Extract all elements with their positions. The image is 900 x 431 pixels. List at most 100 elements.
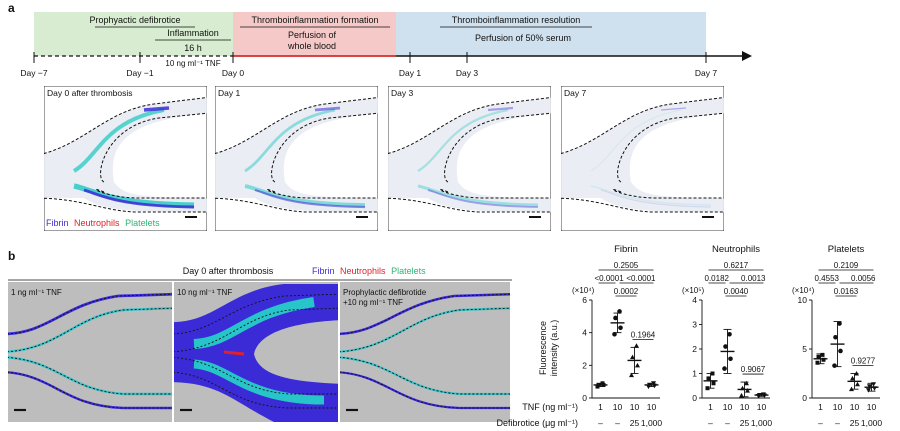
data-point-2-3-1 — [872, 386, 877, 391]
data-point-2-1-1 — [838, 348, 843, 354]
day-label-2: Day 0 — [222, 68, 244, 78]
panel-a-label: a — [8, 1, 15, 15]
vessel-b-wall-2-0 — [340, 293, 510, 335]
pvalue-text-0-0: 0.2505 — [614, 261, 639, 270]
data-point-1-2-1 — [745, 388, 750, 393]
vessel-wall-0-2 — [95, 189, 207, 199]
fibrin-streak-2 — [427, 189, 539, 208]
fibrin-upper-1 — [314, 106, 341, 112]
vessel-wall-3-1 — [617, 112, 724, 183]
vessel-wall-1-3 — [215, 197, 378, 213]
defib-value-2-3: 1,000 — [861, 418, 883, 428]
vessel-b-wall-0-2 — [8, 357, 172, 395]
image-title-0: Day 0 after thrombosis — [47, 88, 133, 98]
chart-scale-0: (×10⁴) — [572, 286, 595, 295]
chart-1: Neutrophils (×10⁵) 0 1 2 3 4 0.6217 0.0182 0.0013… — [682, 244, 772, 428]
platelet-mass-lower — [193, 359, 325, 405]
data-point-0-1-2 — [613, 315, 618, 321]
y-axis-label: Fluorescence — [538, 321, 548, 375]
vessel-wall-0-0 — [44, 96, 207, 155]
platelet-upper-2 — [417, 108, 509, 172]
chart-2: Platelets (×10⁴) 0 5 10 0.2109 0.4553 0.0056 0.0… — [792, 244, 882, 428]
pvalue-text-2-0: 0.2109 — [834, 261, 859, 270]
vessel-lumen-1 — [215, 97, 378, 212]
vessel-lumen-0 — [44, 97, 207, 212]
image-b-bg-2 — [340, 282, 510, 422]
data-point-0-2-2 — [630, 354, 635, 360]
day-label-3: Day 1 — [399, 68, 421, 78]
pvalue-text-2-1: 0.4553 — [815, 274, 840, 283]
legend-neutrophils: Neutrophils — [74, 218, 120, 228]
defib-value-1-1: – — [725, 418, 730, 428]
image-title-1: Day 1 — [218, 88, 240, 98]
data-point-0-1-3 — [617, 309, 622, 314]
panel-b-label: b — [8, 249, 15, 263]
data-point-0-3-2 — [647, 382, 652, 388]
tnf-label: 10 ng ml⁻¹ TNF — [165, 59, 220, 68]
data-point-2-0-2 — [816, 354, 821, 359]
pvalue-text-0-3: 0.0002 — [614, 287, 639, 296]
pvalue-text-1-4: 0.9067 — [741, 365, 766, 374]
tnf-value-2-2: 10 — [850, 402, 860, 412]
formation-phase-box — [233, 12, 396, 56]
defib-value-0-3: 1,000 — [641, 418, 663, 428]
pvalue-text-1-0: 0.6217 — [724, 261, 749, 270]
vessel-b-wall-2-2 — [340, 357, 510, 395]
tnf-value-2-0: 1 — [818, 402, 823, 412]
data-point-0-2-1 — [635, 362, 640, 368]
tnf-value-2-3: 10 — [867, 402, 877, 412]
platelet-streak-2 — [417, 184, 539, 207]
data-point-2-0-3 — [820, 352, 825, 357]
image-b-title-0: 1 ng ml⁻¹ TNF — [11, 288, 62, 297]
vessel-b-wall-0-0 — [8, 293, 172, 335]
pvalue-text-0-1: <0.0001 — [595, 274, 625, 283]
formation-label: Thromboinflammation formation — [251, 15, 378, 25]
y-tick-label-1-1: 1 — [692, 369, 697, 379]
panel-a-legend: Fibrin Neutrophils Platelets — [46, 218, 160, 228]
prophylactic-phase-box — [34, 12, 233, 56]
defib-row-label: Defibrotice (μg ml⁻¹) — [497, 418, 578, 428]
pvalue-text-0-2: <0.0001 — [626, 274, 656, 283]
data-point-0-1-1 — [618, 325, 623, 331]
data-point-2-1-3 — [837, 321, 842, 326]
fibrin-upper-2 — [487, 106, 514, 112]
data-point-1-1-2 — [723, 344, 728, 349]
legend-b-platelets: Platelets — [391, 266, 426, 276]
data-point-0-0-2 — [596, 382, 601, 387]
platelet-upper-3 — [590, 109, 682, 172]
data-point-1-1-3 — [727, 332, 732, 337]
fibrin-streak-3 — [600, 189, 712, 208]
data-point-2-2-0 — [849, 386, 854, 392]
data-point-2-0-0 — [815, 360, 820, 365]
perfusion-blood-label: Perfusion of — [288, 30, 337, 40]
timeline-ticks: Day −7 Day −1 Day 0 Day 1 Day 3 Day 7 — [20, 52, 717, 78]
thrombosis-b-image-1: 10 ng ml⁻¹ TNF — [174, 282, 338, 422]
y-axis-label-2: intensity (a.u.) — [549, 320, 559, 377]
tnf-value-1-3: 10 — [757, 402, 767, 412]
data-point-1-0-0 — [705, 386, 710, 391]
data-point-1-0-3 — [710, 371, 715, 376]
platelet-upper-1 — [244, 108, 336, 173]
vessel-lumen-2 — [388, 97, 551, 212]
fibrin-mass — [174, 284, 338, 422]
vessel-wall-1-2 — [266, 189, 378, 199]
fibrin-streak-1 — [254, 188, 366, 209]
data-point-2-2-3 — [854, 371, 859, 376]
fibrin-upper-0 — [143, 106, 170, 112]
fibrin-streak-0 — [83, 188, 195, 209]
tnf-row-label: TNF (ng ml⁻¹) — [522, 402, 578, 412]
chart-title-2: Platelets — [828, 244, 865, 255]
vessel-b-wall-1-0 — [174, 293, 338, 335]
thrombosis-b-image-0: 1 ng ml⁻¹ TNF — [8, 282, 172, 422]
image-b-title-1: 10 ng ml⁻¹ TNF — [177, 288, 232, 297]
vessel-wall-3-2 — [612, 189, 724, 199]
data-point-2-2-2 — [850, 375, 855, 381]
vessel-wall-1-1 — [271, 112, 378, 183]
data-point-2-3-2 — [867, 384, 872, 389]
platelet-streak-0 — [73, 183, 195, 208]
thrombosis-image-1: Day 1 — [215, 86, 378, 231]
inflammation-label: Inflammation — [167, 28, 219, 38]
y-tick-label-1-0: 0 — [692, 393, 697, 403]
vessel-b-wall-1-2 — [174, 357, 338, 395]
